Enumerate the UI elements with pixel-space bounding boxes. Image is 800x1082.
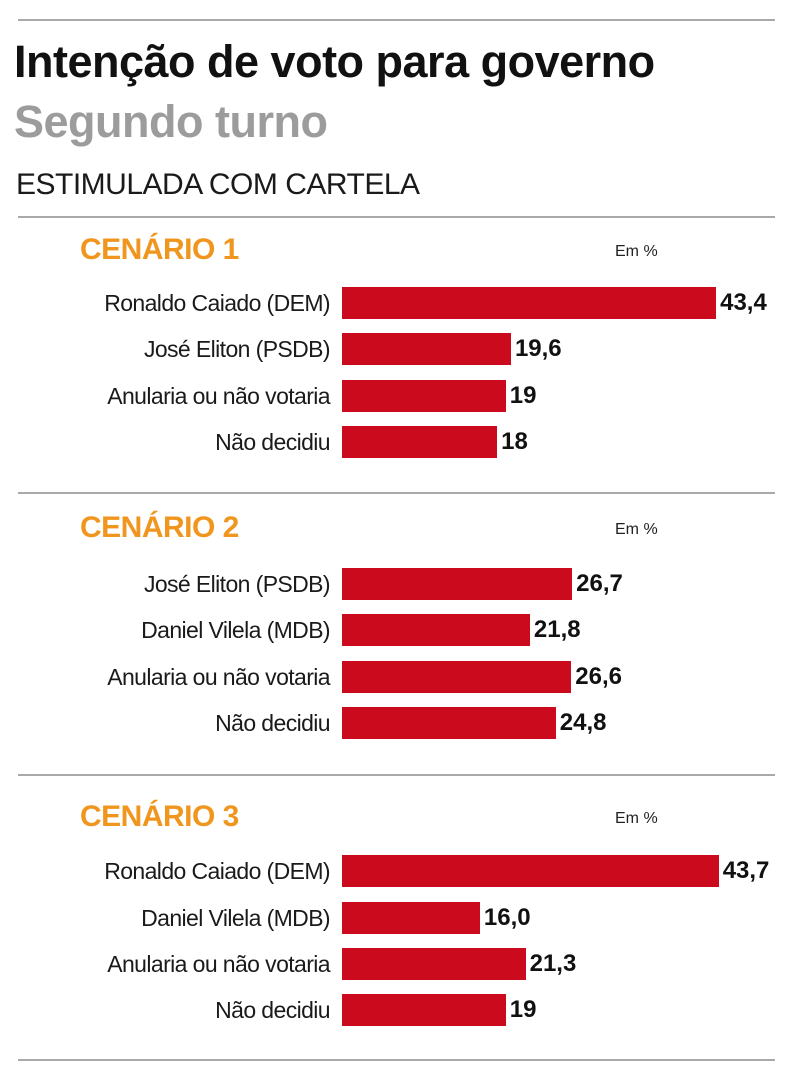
bar-row: José Eliton (PSDB) 26,7 [0,568,800,600]
category-label: Ronaldo Caiado (DEM) [104,290,330,316]
top-divider [18,19,775,21]
unit-label: Em % [615,810,658,827]
value-label: 26,6 [575,663,622,690]
bar [342,855,719,887]
value-label: 18 [501,428,528,455]
category-label: José Eliton (PSDB) [143,571,331,597]
category-label: Anularia ou não votaria [107,383,330,409]
value-label: 21,3 [529,950,577,977]
bar-row: Ronaldo Caiado (DEM) 43,7 [0,855,800,887]
bar-row: Daniel Vilela (MDB) 16,0 [0,902,800,934]
category-label: Ronaldo Caiado (DEM) [104,858,330,884]
category-label: Não decidiu [215,997,330,1023]
bar [342,380,506,412]
category-label: Daniel Vilela (MDB) [141,905,330,931]
value-label: 24,8 [559,709,607,736]
value-label: 19 [509,996,537,1023]
chart-title: Intenção de voto para governo [14,36,655,87]
bar [342,614,530,646]
bar-row: Não decidiu 18 [0,426,800,458]
bar-row: Não decidiu 19 [0,994,800,1026]
bar-row: José Eliton (PSDB) 19,6 [0,333,800,365]
bar [342,333,511,365]
bar-row: Anularia ou não votaria 21,3 [0,948,800,980]
unit-label: Em % [615,521,658,538]
bar-row: Ronaldo Caiado (DEM) 43,4 [0,287,800,319]
bottom-divider [18,1059,775,1061]
bar-row: Daniel Vilela (MDB) 21,8 [0,614,800,646]
value-label: 21,8 [533,616,581,643]
value-label: 43,7 [722,857,770,884]
value-label: 19 [509,382,537,409]
chart-kicker: ESTIMULADA COM CARTELA [16,168,420,201]
category-label: Anularia ou não votaria [107,951,330,977]
bar [342,948,526,980]
bar [342,707,556,739]
bar [342,902,480,934]
value-label: 26,7 [576,570,623,597]
bar [342,994,506,1026]
bar-row: Não decidiu 24,8 [0,707,800,739]
scenario-divider [18,492,775,494]
scenario-title: CENÁRIO 2 [80,511,239,544]
category-label: José Eliton (PSDB) [143,336,331,362]
scenario-divider [18,774,775,776]
bar [342,426,498,458]
unit-label: Em % [615,243,658,260]
bar [342,568,573,600]
bar-row: Anularia ou não votaria 19 [0,380,800,412]
value-label: 43,4 [720,289,767,316]
value-label: 19,6 [514,335,562,362]
category-label: Não decidiu [215,710,330,736]
bar-row: Anularia ou não votaria 26,6 [0,661,800,693]
scenario-title: CENÁRIO 1 [80,233,239,266]
scenario-title: CENÁRIO 3 [80,800,239,833]
header-divider [18,216,775,218]
category-label: Não decidiu [215,429,330,455]
category-label: Anularia ou não votaria [107,664,330,690]
bar [342,661,572,693]
bar [342,287,717,319]
value-label: 16,0 [483,904,531,931]
chart-subtitle: Segundo turno [14,96,328,147]
category-label: Daniel Vilela (MDB) [141,617,330,643]
